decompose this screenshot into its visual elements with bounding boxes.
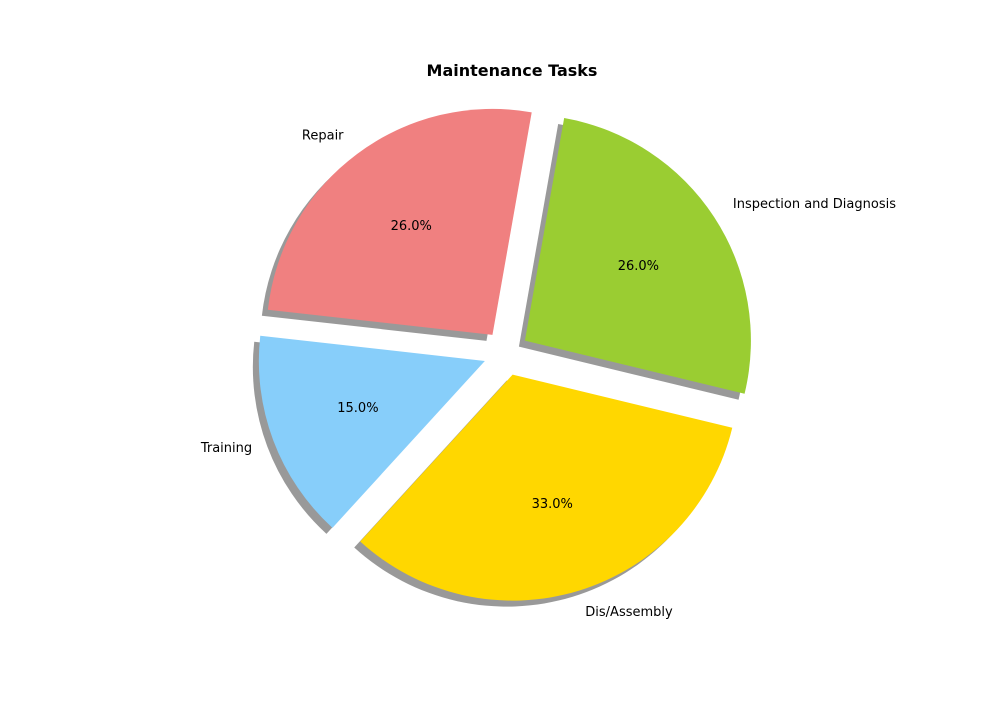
percent-label-inspection-and-diagnosis: 26.0% xyxy=(618,259,659,274)
slice-label-training: Training xyxy=(200,441,252,456)
percent-label-training: 15.0% xyxy=(337,401,378,416)
pie-slice-inspection-and-diagnosis xyxy=(524,118,751,394)
slice-label-dis-assembly: Dis/Assembly xyxy=(585,605,673,620)
pie-slice-dis-assembly xyxy=(360,374,733,601)
percent-label-repair: 26.0% xyxy=(391,219,432,234)
slice-layer xyxy=(258,108,751,601)
chart-title: Maintenance Tasks xyxy=(427,61,598,80)
slice-label-repair: Repair xyxy=(302,128,344,143)
pie-slice-training xyxy=(258,335,485,528)
percent-label-dis-assembly: 33.0% xyxy=(532,497,573,512)
slice-label-inspection-and-diagnosis: Inspection and Diagnosis xyxy=(733,197,896,212)
pie-slice-repair xyxy=(267,108,532,335)
label-layer: Repair 26.0% Training 15.0% Dis/Assembly 33.0… xyxy=(200,128,896,620)
